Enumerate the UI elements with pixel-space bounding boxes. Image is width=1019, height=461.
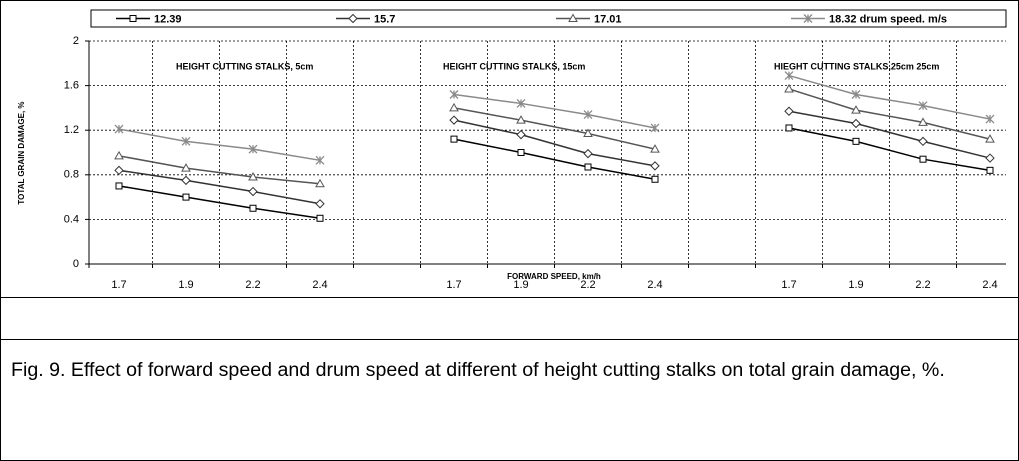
data-point (449, 90, 459, 99)
data-point (851, 105, 861, 114)
data-point (181, 163, 191, 172)
x-tick-label: 1.9 (178, 279, 193, 291)
series-line (118, 74, 991, 162)
y-tick-label: 0.8 (64, 169, 79, 181)
data-point (650, 123, 660, 133)
data-point (584, 163, 592, 171)
data-point (985, 134, 995, 143)
y-tick-label: 1.6 (64, 80, 79, 92)
data-point (985, 114, 995, 124)
data-point (919, 155, 927, 163)
data-point (651, 175, 659, 183)
data-point (985, 153, 995, 163)
legend-marker (348, 13, 358, 24)
data-point (650, 161, 660, 171)
legend-marker (803, 14, 813, 23)
legend-marker (129, 15, 137, 22)
data-point (248, 144, 258, 154)
data-point (986, 166, 994, 174)
data-point (114, 124, 124, 134)
spacer-row (1, 297, 1018, 340)
x-tick-label: 1.7 (111, 279, 126, 291)
x-tick-label: 2.2 (580, 279, 595, 291)
series-line (118, 127, 991, 220)
x-tick-label: 1.7 (781, 279, 796, 291)
x-tick-label: 2.2 (915, 279, 930, 291)
x-tick-label: 1.9 (513, 279, 528, 291)
y-tick-label: 1.2 (64, 124, 79, 136)
x-tick-label: 1.9 (848, 279, 863, 291)
data-point (316, 214, 324, 222)
data-point (785, 124, 793, 132)
data-point (516, 115, 526, 124)
data-point (450, 135, 458, 143)
data-point (115, 182, 123, 190)
y-axis-label: TOTAL GRAIN DAMAGE, % (17, 101, 26, 204)
legend-box (90, 9, 1007, 28)
data-point (784, 71, 794, 81)
series-line (118, 110, 991, 205)
legend-marker (568, 13, 578, 22)
data-point (182, 193, 190, 201)
data-point (784, 106, 794, 116)
chart: HEIGHT CUTTING STALKS, 5cm HEIGHT CUTTIN… (17, 9, 1007, 291)
x-tick-label: 2.4 (982, 279, 997, 291)
legend-label: 18.32 drum speed. m/s (829, 13, 947, 25)
caption: Fig. 9. Effect of forward speed and drum… (11, 359, 945, 381)
data-point (918, 136, 928, 147)
annotation: HIEGHT CUTTING STALKS,25cm 25cm (774, 61, 939, 71)
data-point (516, 98, 526, 108)
legend-label: 15.7 (374, 13, 395, 25)
x-tick-label: 2.4 (647, 279, 662, 291)
data-point (517, 149, 525, 156)
x-axis-label: FORWARD SPEED, km/h (507, 272, 601, 281)
data-point (114, 150, 124, 160)
series-line (118, 88, 991, 185)
data-point (114, 165, 124, 176)
annotation: HEIGHT CUTTING STALKS, 5cm (176, 61, 313, 71)
data-point (449, 102, 459, 112)
data-point (851, 118, 861, 129)
data-point (918, 117, 928, 126)
x-tick-label: 2.2 (245, 279, 260, 291)
data-point (248, 186, 258, 197)
data-point (315, 155, 325, 165)
y-tick-label: 2 (73, 35, 79, 47)
data-point (181, 175, 191, 186)
data-point (852, 137, 860, 145)
data-point (851, 90, 861, 99)
data-point (583, 110, 593, 120)
data-point (181, 136, 191, 146)
annotation: HEIGHT CUTTING STALKS, 15cm (443, 61, 585, 71)
data-point (315, 199, 325, 209)
data-point (650, 144, 660, 153)
data-point (516, 129, 526, 140)
data-point (784, 83, 794, 93)
legend-label: 12.39 (154, 13, 182, 25)
data-point (583, 148, 593, 159)
y-tick-label: 0.4 (64, 213, 79, 225)
data-point (583, 128, 593, 138)
x-tick-label: 1.7 (446, 279, 461, 291)
data-point (249, 204, 257, 212)
data-point (449, 115, 459, 125)
data-point (918, 101, 928, 111)
legend-label: 17.01 (594, 13, 622, 25)
y-tick-label: 0 (73, 258, 79, 270)
data-point (315, 178, 325, 188)
data-point (248, 172, 258, 181)
x-tick-label: 2.4 (312, 279, 327, 291)
